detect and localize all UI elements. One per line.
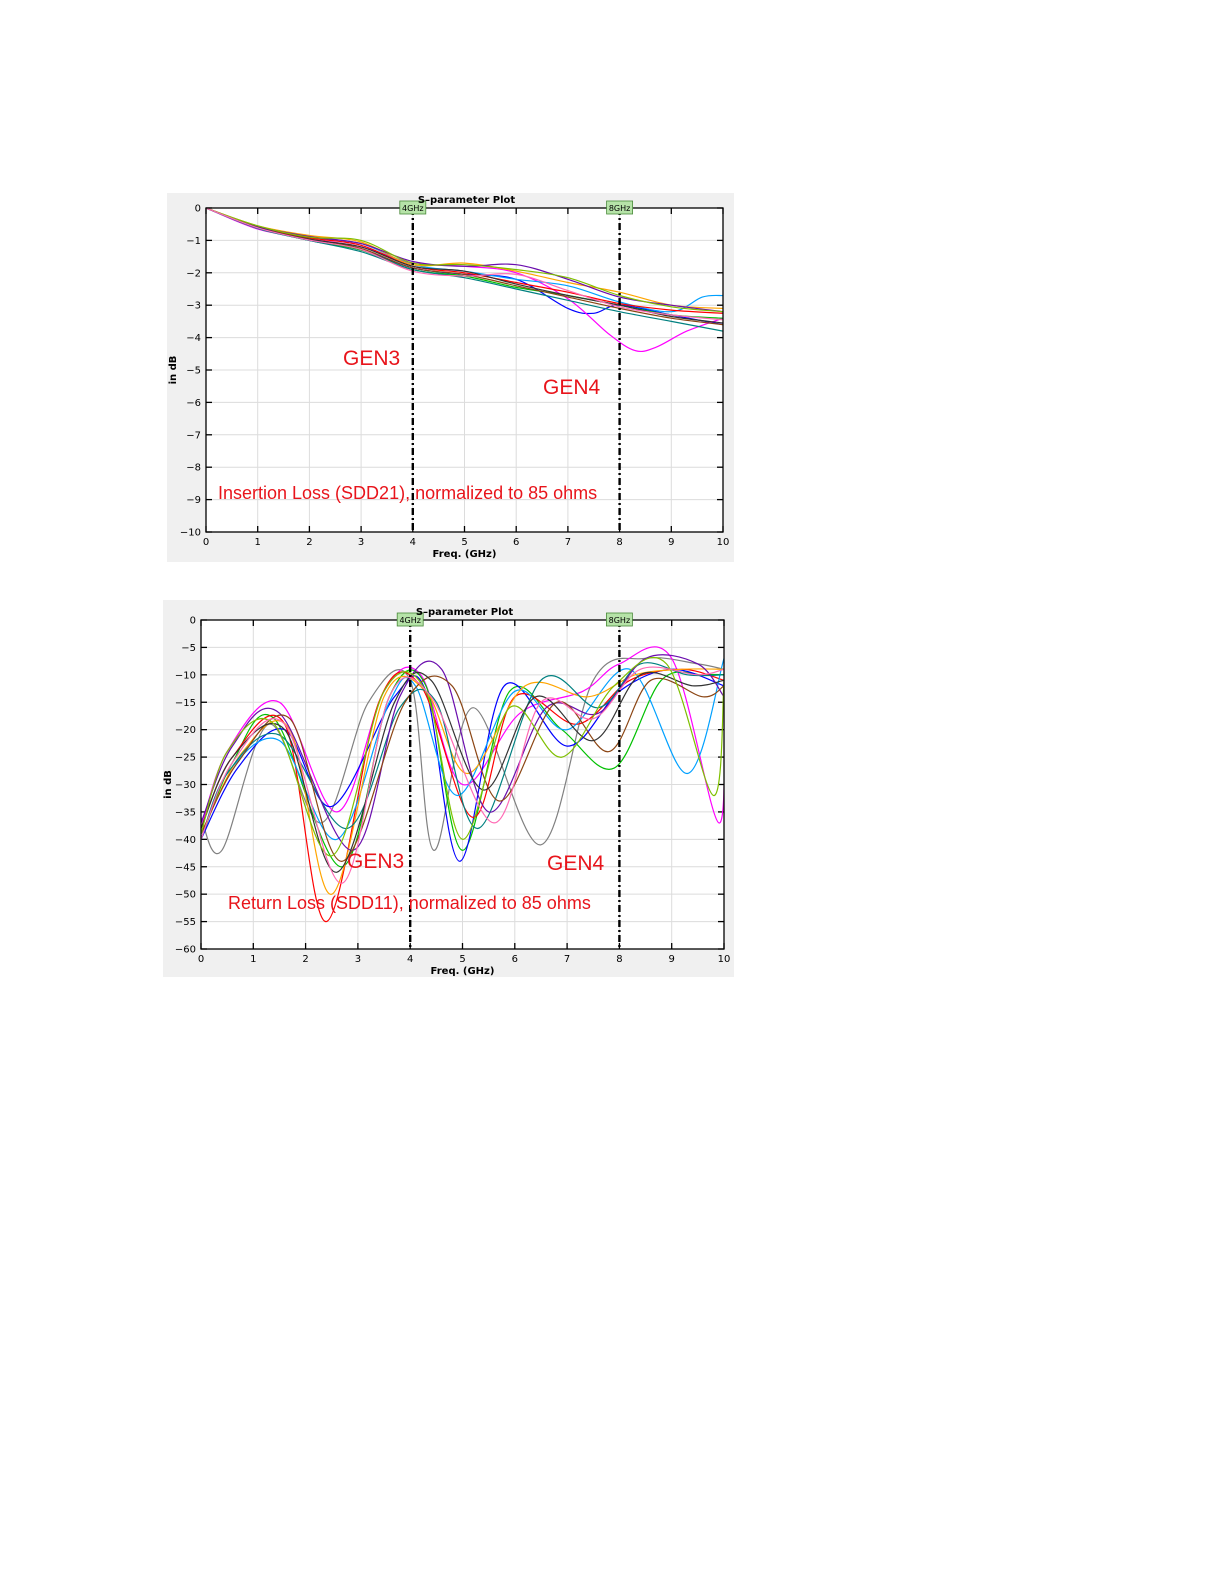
y-tick-label: −3 (186, 301, 201, 312)
x-tick-label: 5 (459, 954, 465, 965)
chart-title: S–parameter Plot (418, 195, 516, 206)
series-line-3 (201, 669, 724, 868)
y-tick-label: −7 (186, 430, 201, 441)
x-tick-label: 9 (668, 537, 674, 548)
marker-tag-8GHz (606, 200, 634, 215)
y-tick-label: −5 (181, 643, 196, 654)
series-line-9 (206, 208, 723, 313)
series-line-10 (201, 675, 724, 862)
y-tick-label: 0 (195, 204, 201, 215)
x-tick-label: 4 (407, 954, 413, 965)
gen4-annotation: GEN4 (543, 376, 601, 399)
x-axis-title: Freq. (GHz) (431, 966, 495, 977)
return-loss-svg: 0 1 2 3 4 5 6 7 8 9 10 0 −5 −10 −15 −20 −25 −30 −35 −40 −45 −… (163, 607, 731, 977)
series-line-2 (201, 646, 724, 829)
x-tick-label: 1 (250, 954, 256, 965)
marker-label: 8GHz (609, 204, 631, 213)
x-axis-title: Freq. (GHz) (433, 549, 497, 560)
y-tick-label: −30 (175, 780, 196, 791)
y-axis-title: in dB (168, 356, 179, 385)
gen4-annotation: GEN4 (547, 852, 605, 875)
series-line-9 (201, 654, 724, 851)
return-loss-chart: 0 1 2 3 4 5 6 7 8 9 10 0 −5 −10 −15 −20 −25 −30 −35 −40 −45 −… (163, 600, 734, 977)
insertion-loss-chart: 0 1 2 3 4 5 6 7 8 9 10 0 −1 −2 −3 −4 −5 −6 −7 −8 −9 −10 4GHz 8G… (167, 193, 734, 562)
x-tick-label: 7 (564, 954, 570, 965)
series-line-11 (206, 208, 723, 313)
y-tick-label: −50 (175, 890, 196, 901)
loss-note-annotation: Return Loss (SDD11), normalized to 85 oh… (228, 893, 591, 913)
series-line-11 (201, 671, 724, 873)
y-tick-label: −40 (175, 835, 196, 846)
x-tick-label: 6 (513, 537, 519, 548)
x-tick-label: 10 (718, 954, 731, 965)
marker-label: 4GHz (399, 616, 421, 625)
y-tick-label: −9 (186, 495, 201, 506)
x-tick-label: 3 (355, 954, 361, 965)
y-tick-label: −35 (175, 807, 196, 818)
y-tick-label: −15 (175, 698, 196, 709)
y-tick-label: −8 (186, 463, 201, 474)
y-tick-label: −4 (186, 333, 201, 344)
x-tick-label: 10 (717, 537, 730, 548)
y-tick-label: −45 (175, 862, 196, 873)
marker-tag-4GHz (399, 200, 427, 215)
y-tick-label: −10 (180, 528, 201, 539)
chart-title: S–parameter Plot (416, 607, 514, 618)
x-tick-label: 8 (616, 954, 622, 965)
series-line-12 (206, 208, 723, 321)
marker-label: 4GHz (402, 204, 424, 213)
x-tick-label: 1 (255, 537, 261, 548)
y-tick-label: −60 (175, 945, 196, 956)
insertion-loss-svg: 0 1 2 3 4 5 6 7 8 9 10 0 −1 −2 −3 −4 −5 −6 −7 −8 −9 −10 4GHz 8G… (168, 195, 730, 560)
axes-frame (205, 207, 724, 533)
loss-note-annotation: Insertion Loss (SDD21), normalized to 85… (218, 483, 597, 503)
series-line-12 (201, 656, 724, 857)
y-tick-label: −1 (186, 236, 201, 247)
x-tick-label: 4 (410, 537, 416, 548)
x-tick-label: 0 (198, 954, 204, 965)
marker-tag-8GHz (605, 612, 633, 627)
x-tick-label: 3 (358, 537, 364, 548)
y-tick-label: −10 (175, 670, 196, 681)
y-tick-label: −55 (175, 917, 196, 928)
x-tick-label: 0 (203, 537, 209, 548)
axes-frame (200, 619, 725, 950)
x-tick-label: 5 (461, 537, 467, 548)
y-tick-label: −6 (186, 398, 201, 409)
series-group (201, 646, 724, 923)
x-tick-label: 9 (669, 954, 675, 965)
series-line-13 (201, 666, 724, 884)
y-tick-label: −25 (175, 753, 196, 764)
x-tick-label: 2 (306, 537, 312, 548)
x-tick-label: 2 (302, 954, 308, 965)
marker-tag-4GHz (396, 612, 424, 627)
y-tick-label: −5 (186, 366, 201, 377)
x-tick-label: 8 (616, 537, 622, 548)
series-group (206, 208, 723, 353)
y-tick-label: −20 (175, 725, 196, 736)
x-tick-label: 7 (565, 537, 571, 548)
y-tick-label: 0 (190, 616, 196, 627)
y-axis-title: in dB (163, 770, 174, 799)
y-tick-label: −2 (186, 268, 201, 279)
series-line-4 (206, 208, 723, 309)
gen3-annotation: GEN3 (347, 850, 404, 873)
marker-label: 8GHz (609, 616, 631, 625)
x-tick-label: 6 (512, 954, 518, 965)
gen3-annotation: GEN3 (343, 347, 400, 370)
